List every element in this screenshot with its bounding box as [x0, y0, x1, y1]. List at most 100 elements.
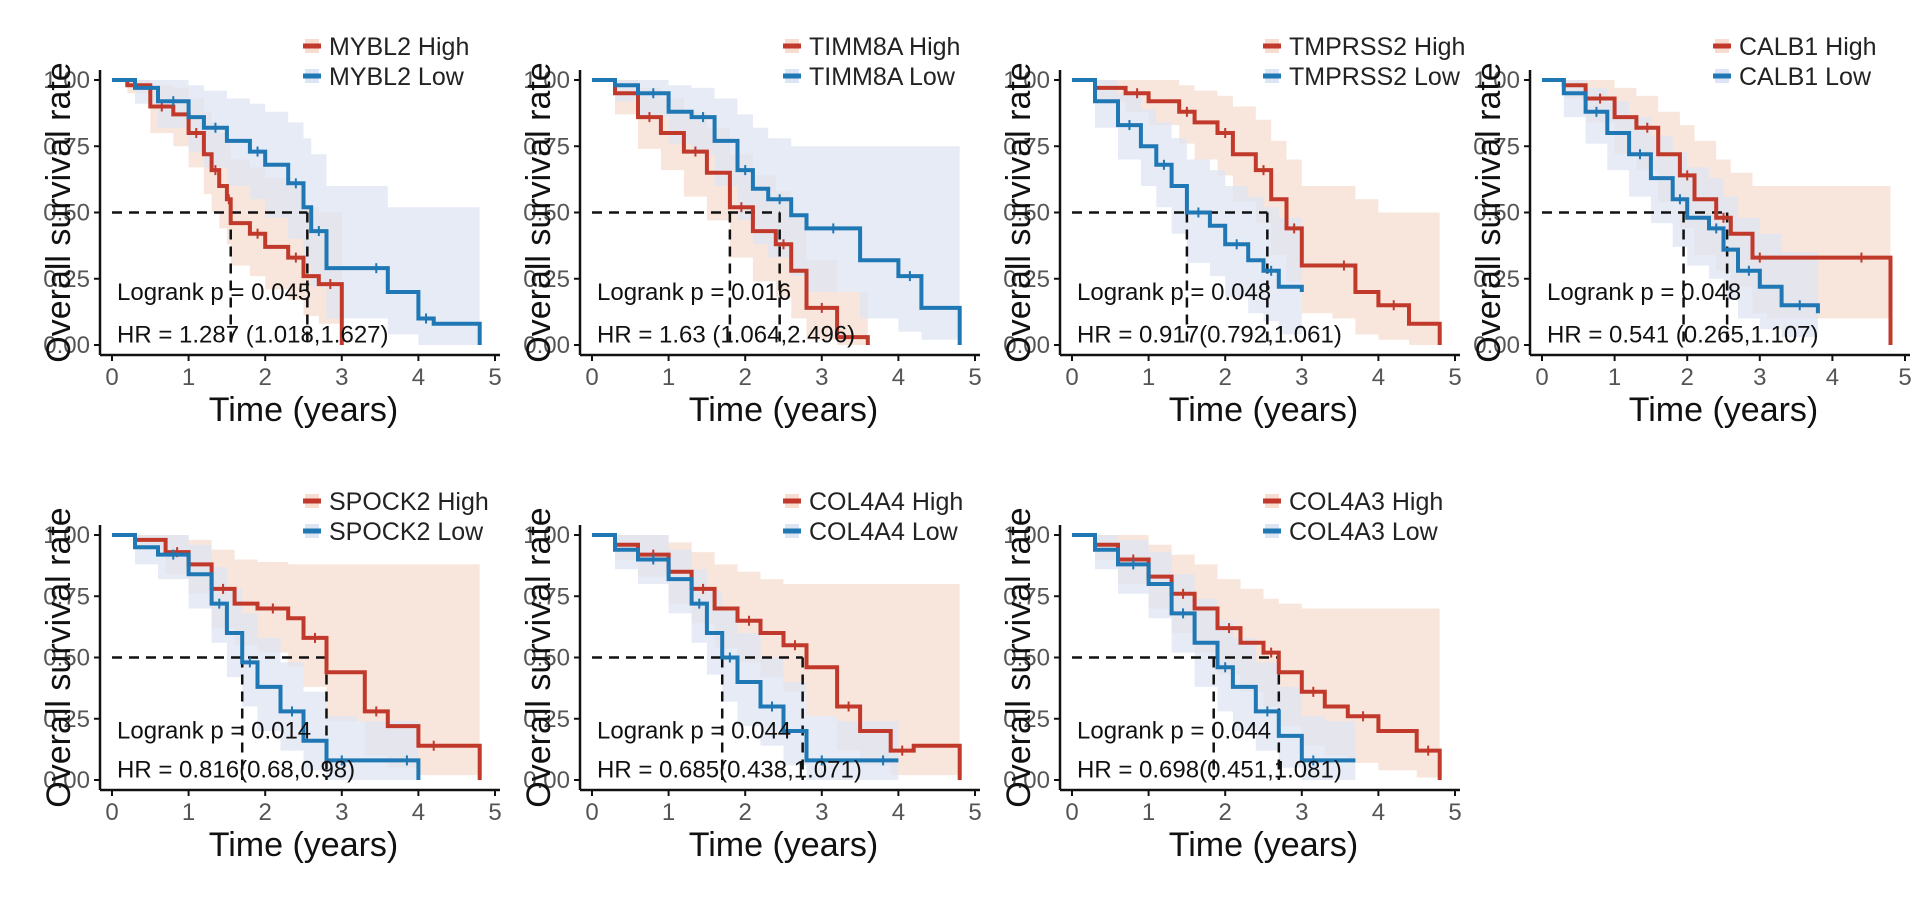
survival-curve-high: [112, 78, 344, 345]
x-tick-label: 2: [739, 799, 752, 826]
x-tick-label: 4: [1372, 799, 1385, 826]
y-axis-title: Overall survival rate: [40, 62, 78, 362]
x-tick-label: 2: [739, 364, 752, 391]
ci-band-low: [592, 80, 960, 345]
y-tick-label: 0.75: [1473, 133, 1520, 160]
y-tick-label: 0.00: [523, 767, 570, 794]
y-tick-label: 0.75: [1003, 133, 1050, 160]
y-tick-label: 0.50: [523, 645, 570, 672]
x-tick-label: 2: [1219, 799, 1232, 826]
x-tick-label: 3: [1753, 364, 1766, 391]
y-tick-label: 0.50: [43, 200, 90, 227]
legend-label-low: TIMM8A Low: [809, 63, 956, 91]
legend-label-low: MYBL2 Low: [329, 63, 465, 91]
x-tick-label: 1: [662, 364, 675, 391]
x-tick-label: 3: [1295, 364, 1308, 391]
legend-label-low: SPOCK2 Low: [329, 518, 484, 546]
y-tick-label: 0.75: [43, 133, 90, 160]
y-tick-label: 0.25: [523, 266, 570, 293]
km-panel-1: 0.00 0.25 0.50 0.75 1.00 0 1 2 3 4 5 Time (years) Ov…: [40, 33, 502, 429]
km-panel-5: 0.00 0.25 0.50 0.75 1.00 0 1 2 3 4 5 Time (years) Ov…: [40, 488, 502, 864]
x-tick-label: 0: [1065, 799, 1078, 826]
x-tick-label: 4: [1826, 364, 1839, 391]
hr-label: HR = 1.63 (1.064,2.496): [597, 321, 855, 348]
y-tick-label: 0.00: [523, 332, 570, 359]
hr-label: HR = 1.287 (1.018,1.627): [117, 321, 389, 348]
x-tick-label: 0: [105, 364, 118, 391]
y-tick-label: 1.00: [523, 522, 570, 549]
survival-curve-low: [1542, 78, 1820, 314]
km-panel-6: 0.00 0.25 0.50 0.75 1.00 0 1 2 3 4 5 Time (years) Ov…: [520, 488, 982, 864]
y-tick-label: 0.00: [1473, 332, 1520, 359]
km-panel-2: 0.00 0.25 0.50 0.75 1.00 0 1 2 3 4 5 Time (years) Ov…: [520, 33, 982, 429]
y-axis-title: Overall survival rate: [520, 507, 558, 807]
hr-label: HR = 0.917(0.792,1.061): [1077, 321, 1342, 348]
legend-label-low: COL4A3 Low: [1289, 518, 1439, 546]
x-tick-label: 0: [1535, 364, 1548, 391]
x-tick-label: 3: [335, 799, 348, 826]
survival-curve-high: [592, 533, 962, 780]
hr-label: HR = 0.685(0.438,1.071): [597, 757, 862, 784]
survival-curve-low: [112, 78, 482, 345]
x-axis-title: Time (years): [209, 826, 399, 864]
y-tick-label: 1.00: [523, 67, 570, 94]
x-tick-label: 5: [1448, 364, 1461, 391]
x-tick-label: 4: [1372, 364, 1385, 391]
x-axis-title: Time (years): [689, 826, 879, 864]
y-axis-title: Overall survival rate: [40, 507, 78, 807]
y-tick-label: 1.00: [1473, 67, 1520, 94]
x-tick-label: 2: [1219, 364, 1232, 391]
logrank-label: Logrank p = 0.044: [597, 717, 791, 744]
x-tick-label: 1: [1142, 799, 1155, 826]
logrank-label: Logrank p = 0.048: [1547, 279, 1741, 306]
x-tick-label: 1: [1142, 364, 1155, 391]
y-axis-title: Overall survival rate: [1000, 507, 1038, 807]
y-tick-label: 0.50: [43, 645, 90, 672]
legend-label-high: SPOCK2 High: [329, 488, 489, 516]
logrank-label: Logrank p = 0.044: [1077, 717, 1271, 744]
legend-label-high: COL4A3 High: [1289, 488, 1443, 516]
x-tick-label: 5: [1898, 364, 1911, 391]
x-tick-label: 0: [585, 799, 598, 826]
legend-label-high: COL4A4 High: [809, 488, 963, 516]
x-tick-label: 0: [585, 364, 598, 391]
y-tick-label: 0.25: [1003, 706, 1050, 733]
km-panel-7: 0.00 0.25 0.50 0.75 1.00 0 1 2 3 4 5 Time (years) Ov…: [1000, 488, 1462, 864]
x-axis-title: Time (years): [209, 391, 399, 429]
y-tick-label: 0.25: [1003, 266, 1050, 293]
y-tick-label: 1.00: [1003, 522, 1050, 549]
hr-label: HR = 0.541 (0.265,1.107): [1547, 321, 1819, 348]
survival-curve-high: [1072, 78, 1442, 345]
y-tick-label: 0.00: [43, 767, 90, 794]
survival-curve-high: [1072, 533, 1442, 780]
hr-label: HR = 0.816(0.68,0.98): [117, 757, 355, 784]
legend-label-high: CALB1 High: [1739, 33, 1877, 61]
y-tick-label: 0.75: [523, 133, 570, 160]
y-tick-label: 0.50: [1473, 200, 1520, 227]
y-tick-label: 0.75: [523, 583, 570, 610]
y-tick-label: 0.25: [43, 706, 90, 733]
y-axis-title: Overall survival rate: [1000, 62, 1038, 362]
x-tick-label: 4: [892, 799, 905, 826]
y-tick-label: 1.00: [43, 67, 90, 94]
y-axis-title: Overall survival rate: [520, 62, 558, 362]
x-tick-label: 1: [1608, 364, 1621, 391]
y-tick-label: 0.50: [1003, 200, 1050, 227]
x-tick-label: 1: [662, 799, 675, 826]
x-tick-label: 2: [1681, 364, 1694, 391]
survival-curve-high: [592, 78, 870, 345]
x-axis-title: Time (years): [1169, 826, 1359, 864]
legend-label-high: TMPRSS2 High: [1289, 33, 1465, 61]
x-tick-label: 5: [488, 364, 501, 391]
y-tick-label: 0.25: [1473, 266, 1520, 293]
logrank-label: Logrank p = 0.045: [117, 279, 311, 306]
survival-curve-low: [592, 78, 962, 345]
hr-label: HR = 0.698(0.451,1.081): [1077, 757, 1342, 784]
y-tick-label: 0.00: [1003, 767, 1050, 794]
survival-curve-low: [112, 533, 421, 780]
ci-band-high: [112, 80, 342, 345]
logrank-label: Logrank p = 0.016: [597, 279, 791, 306]
y-tick-label: 1.00: [1003, 67, 1050, 94]
y-axis-title: Overall survival rate: [1470, 62, 1508, 362]
x-tick-label: 4: [412, 364, 425, 391]
